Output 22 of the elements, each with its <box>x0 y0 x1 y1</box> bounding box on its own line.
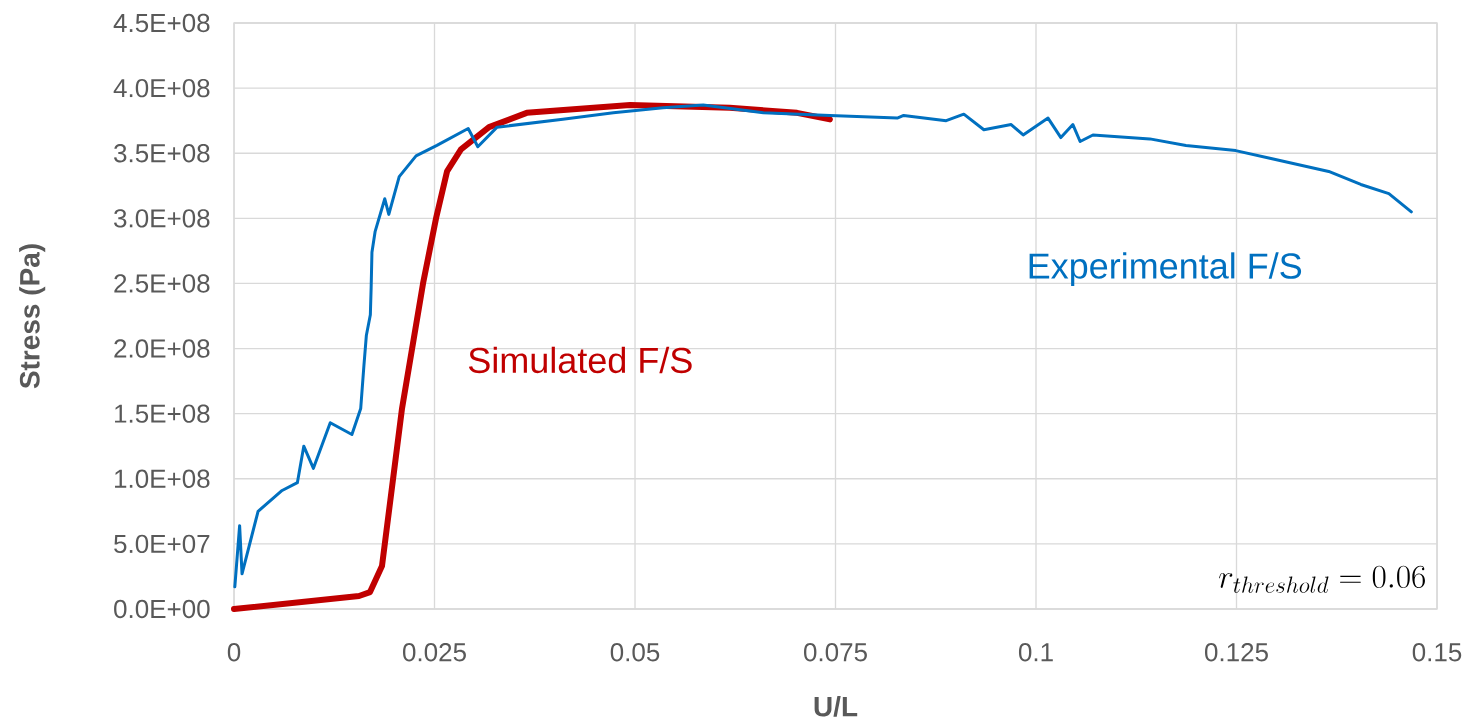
x-tick-label: 0.125 <box>1205 643 1268 662</box>
x-tick-label: 0.15 <box>1412 643 1462 662</box>
y-axis-title: Stress (Pa) <box>19 244 46 389</box>
y-tick-label: 4.5E+08 <box>113 13 210 33</box>
x-tick-label: 0.05 <box>610 643 660 662</box>
y-tick-label: 3.5E+08 <box>114 144 210 163</box>
x-tick-label: 0.025 <box>403 643 466 662</box>
y-tick-label: 0.0E+00 <box>114 599 210 619</box>
y-tick-label: 2.5E+08 <box>114 274 210 293</box>
y-tick-label: 1.5E+08 <box>115 404 210 423</box>
y-tick-label: 4.0E+08 <box>113 78 210 98</box>
series-label: Simulated F/S <box>468 346 692 374</box>
annotation: $r_{threshold} = 0.06$ <box>1219 565 1425 593</box>
text: Experimental F/S <box>1029 252 1302 286</box>
x-tick-label: 0.075 <box>804 643 867 662</box>
x-tick-label: 0 <box>227 643 241 662</box>
x-axis-title: U/L <box>814 695 858 717</box>
x-tick-label: 0.1 <box>1018 643 1053 662</box>
y-tick-label: 5.0E+07 <box>114 534 210 554</box>
y-tick-label: 3.0E+08 <box>114 209 210 228</box>
y-tick-label: 2.0E+08 <box>114 339 210 358</box>
y-tick-label: 1.0E+08 <box>115 469 210 488</box>
